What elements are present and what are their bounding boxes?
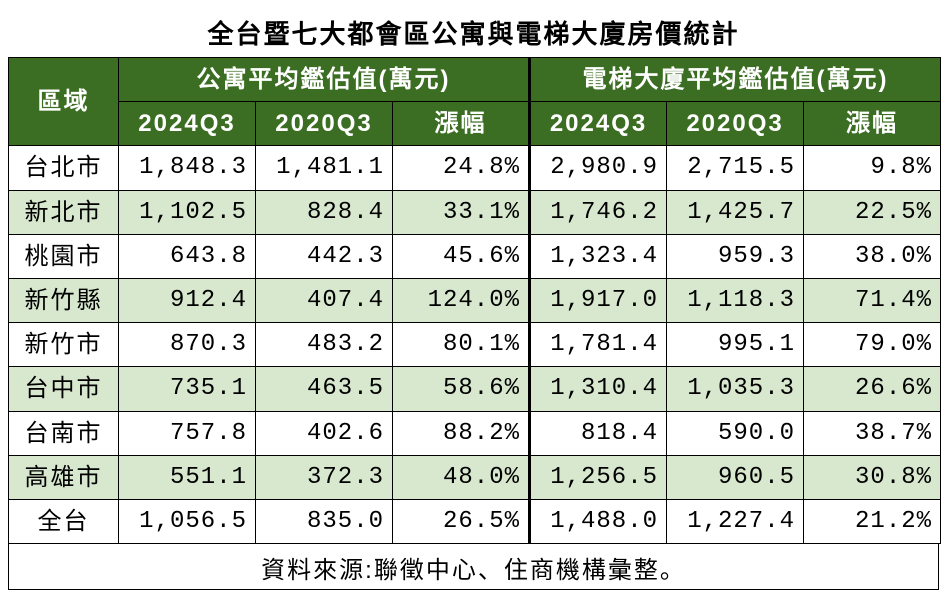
table-row: 新竹縣912.4407.4124.0%1,917.01,118.371.4% [9,278,941,322]
cell-elev-2020q3: 2,715.5 [667,146,804,190]
table-container: 全台暨七大都會區公寓與電梯大廈房價統計 區域 公寓平均鑑估值(萬元) 電梯大廈平… [8,8,939,590]
cell-elev-change: 79.0% [804,323,941,367]
cell-apt-2024q3: 912.4 [119,278,256,322]
table-row: 台中市735.1463.558.6%1,310.41,035.326.6% [9,367,941,411]
header-elev-change: 漲幅 [804,102,941,146]
cell-region: 高雄市 [9,455,119,499]
cell-elev-2024q3: 1,746.2 [530,190,667,234]
cell-apt-change: 88.2% [393,411,530,455]
cell-elev-2020q3: 1,227.4 [667,499,804,543]
cell-apt-change: 24.8% [393,146,530,190]
table-row: 台北市1,848.31,481.124.8%2,980.92,715.59.8% [9,146,941,190]
cell-apt-2024q3: 870.3 [119,323,256,367]
cell-apt-change: 48.0% [393,455,530,499]
table-row: 新竹市870.3483.280.1%1,781.4995.179.0% [9,323,941,367]
table-row: 高雄市551.1372.348.0%1,256.5960.530.8% [9,455,941,499]
cell-elev-change: 9.8% [804,146,941,190]
cell-apt-2020q3: 407.4 [256,278,393,322]
cell-elev-2020q3: 590.0 [667,411,804,455]
cell-apt-change: 26.5% [393,499,530,543]
cell-apt-2020q3: 828.4 [256,190,393,234]
cell-apt-change: 58.6% [393,367,530,411]
cell-region: 桃園市 [9,234,119,278]
cell-elev-2024q3: 818.4 [530,411,667,455]
cell-elev-change: 22.5% [804,190,941,234]
cell-elev-change: 38.0% [804,234,941,278]
cell-elev-2024q3: 1,323.4 [530,234,667,278]
cell-apt-2024q3: 1,102.5 [119,190,256,234]
cell-elev-2020q3: 1,118.3 [667,278,804,322]
cell-elev-change: 30.8% [804,455,941,499]
cell-elev-2024q3: 2,980.9 [530,146,667,190]
cell-apt-2020q3: 372.3 [256,455,393,499]
cell-elev-2024q3: 1,256.5 [530,455,667,499]
table-row: 桃園市643.8442.345.6%1,323.4959.338.0% [9,234,941,278]
cell-apt-2020q3: 835.0 [256,499,393,543]
header-apt-2020q3: 2020Q3 [256,102,393,146]
cell-apt-change: 33.1% [393,190,530,234]
source-footer: 資料來源:聯徵中心、住商機構彙整。 [8,544,939,590]
header-group-elevator: 電梯大廈平均鑑估值(萬元) [530,58,941,102]
cell-elev-change: 26.6% [804,367,941,411]
cell-apt-change: 124.0% [393,278,530,322]
header-apt-change: 漲幅 [393,102,530,146]
table-row: 台南市757.8402.688.2%818.4590.038.7% [9,411,941,455]
cell-elev-2020q3: 1,035.3 [667,367,804,411]
cell-elev-2024q3: 1,917.0 [530,278,667,322]
header-apt-2024q3: 2024Q3 [119,102,256,146]
cell-apt-2020q3: 483.2 [256,323,393,367]
cell-region: 台中市 [9,367,119,411]
cell-elev-2020q3: 959.3 [667,234,804,278]
cell-elev-2024q3: 1,310.4 [530,367,667,411]
header-region: 區域 [9,58,119,146]
cell-region: 台南市 [9,411,119,455]
header-elev-2020q3: 2020Q3 [667,102,804,146]
cell-apt-2024q3: 551.1 [119,455,256,499]
cell-apt-2020q3: 463.5 [256,367,393,411]
page-title: 全台暨七大都會區公寓與電梯大廈房價統計 [8,8,939,57]
cell-elev-2020q3: 995.1 [667,323,804,367]
cell-apt-2020q3: 1,481.1 [256,146,393,190]
cell-apt-change: 80.1% [393,323,530,367]
cell-elev-change: 71.4% [804,278,941,322]
cell-apt-2024q3: 757.8 [119,411,256,455]
cell-elev-2020q3: 960.5 [667,455,804,499]
header-group-apartment: 公寓平均鑑估值(萬元) [119,58,530,102]
cell-apt-2024q3: 1,848.3 [119,146,256,190]
cell-region: 新竹市 [9,323,119,367]
table-row: 新北市1,102.5828.433.1%1,746.21,425.722.5% [9,190,941,234]
cell-apt-2020q3: 402.6 [256,411,393,455]
cell-region: 台北市 [9,146,119,190]
cell-region: 新北市 [9,190,119,234]
price-table: 區域 公寓平均鑑估值(萬元) 電梯大廈平均鑑估值(萬元) 2024Q3 2020… [8,57,941,544]
header-elev-2024q3: 2024Q3 [530,102,667,146]
cell-apt-2024q3: 643.8 [119,234,256,278]
cell-apt-change: 45.6% [393,234,530,278]
cell-elev-2024q3: 1,781.4 [530,323,667,367]
table-row: 全台1,056.5835.026.5%1,488.01,227.421.2% [9,499,941,543]
cell-apt-2024q3: 1,056.5 [119,499,256,543]
cell-apt-2024q3: 735.1 [119,367,256,411]
cell-elev-change: 21.2% [804,499,941,543]
cell-elev-change: 38.7% [804,411,941,455]
cell-region: 新竹縣 [9,278,119,322]
cell-elev-2024q3: 1,488.0 [530,499,667,543]
cell-elev-2020q3: 1,425.7 [667,190,804,234]
cell-region: 全台 [9,499,119,543]
cell-apt-2020q3: 442.3 [256,234,393,278]
